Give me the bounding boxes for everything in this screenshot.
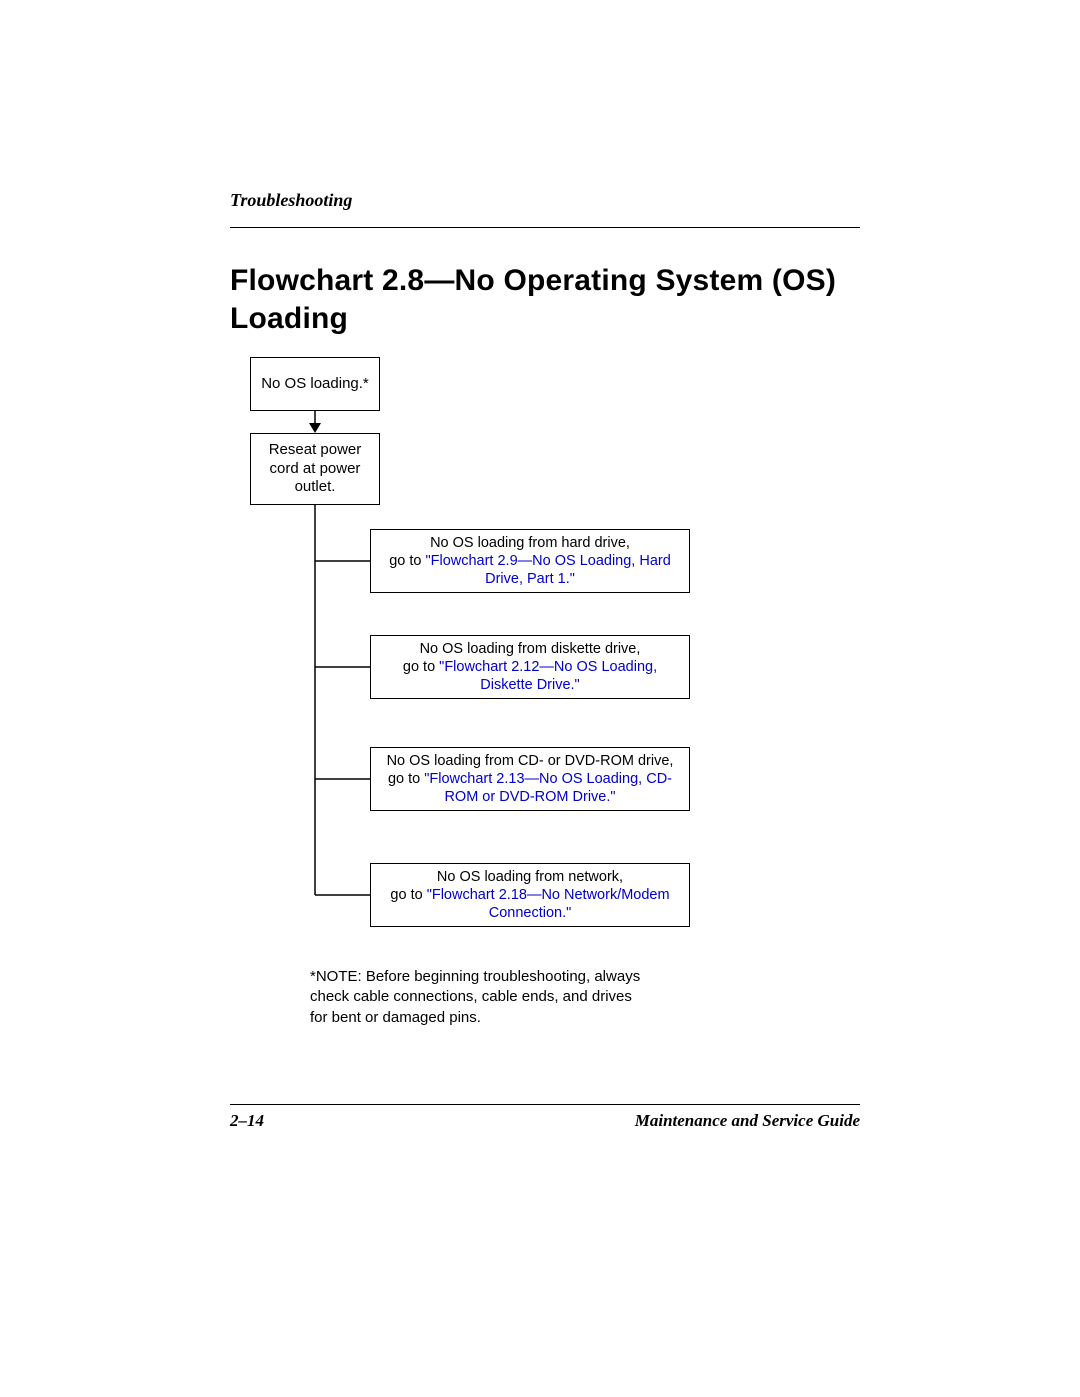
guide-name: Maintenance and Service Guide	[635, 1111, 860, 1131]
branch-box-1: No OS loading from diskette drive,go to …	[370, 635, 690, 699]
section-label: Troubleshooting	[230, 190, 860, 211]
branch-goto: go to "Flowchart 2.12—No OS Loading, Dis…	[377, 658, 683, 694]
page-title: Flowchart 2.8—No Operating System (OS) L…	[230, 262, 860, 337]
flowchart-link[interactable]: "Flowchart 2.13—No OS Loading, CD-ROM or…	[424, 771, 672, 805]
flowchart-link[interactable]: "Flowchart 2.18—No Network/Modem Connect…	[427, 887, 670, 921]
branch-box-3: No OS loading from network,go to "Flowch…	[370, 863, 690, 927]
page-footer: 2–14 Maintenance and Service Guide	[230, 1104, 860, 1131]
flowchart-link[interactable]: "Flowchart 2.12—No OS Loading, Diskette …	[439, 659, 657, 693]
branch-goto: go to "Flowchart 2.13—No OS Loading, CD-…	[377, 770, 683, 806]
footer-rule	[230, 1104, 860, 1105]
branch-box-0: No OS loading from hard drive,go to "Flo…	[370, 529, 690, 593]
start-box: No OS loading.*	[250, 357, 380, 411]
branch-lead: No OS loading from diskette drive,	[420, 640, 641, 658]
reseat-box: Reseat power cord at power outlet.	[250, 433, 380, 505]
branch-lead: No OS loading from CD- or DVD-ROM drive,	[387, 752, 674, 770]
branch-lead: No OS loading from network,	[437, 868, 623, 886]
branch-lead: No OS loading from hard drive,	[430, 534, 630, 552]
branch-goto: go to "Flowchart 2.18—No Network/Modem C…	[377, 886, 683, 922]
branch-box-2: No OS loading from CD- or DVD-ROM drive,…	[370, 747, 690, 811]
flow-note: *NOTE: Before beginning troubleshooting,…	[310, 967, 650, 1028]
page-number: 2–14	[230, 1111, 264, 1131]
header-rule	[230, 227, 860, 228]
branch-goto: go to "Flowchart 2.9—No OS Loading, Hard…	[377, 552, 683, 588]
flowchart-area: *NOTE: Before beginning troubleshooting,…	[230, 357, 860, 1057]
flowchart-link[interactable]: "Flowchart 2.9—No OS Loading, Hard Drive…	[425, 553, 670, 587]
